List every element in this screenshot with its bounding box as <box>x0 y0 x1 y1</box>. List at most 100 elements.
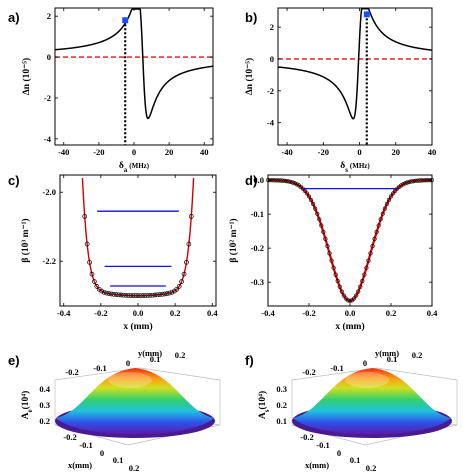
data-point-d <box>325 243 330 249</box>
x-axis-unit-b: (MHz) <box>350 162 370 170</box>
data-point-d <box>313 206 318 211</box>
surface-panel-e: y(mm)-0.2 -0.1 0 0.1 0.20.20.30.4Ae(10⁴)-0.2… <box>20 348 221 473</box>
data-point-d <box>384 201 390 207</box>
y-tick-label-f: 0 <box>363 358 367 368</box>
z-tick-label-f: 0.3 <box>276 384 287 394</box>
x-tick-label-c: 0.4 <box>207 308 218 318</box>
data-point-d <box>304 191 310 196</box>
data-point-d <box>282 178 287 183</box>
z-axis-sub-e: e <box>26 409 34 412</box>
x-tick-label-f: 0 <box>337 448 341 458</box>
plot-frame-d <box>267 174 433 307</box>
panel-label-e: e) <box>8 353 20 368</box>
x-axis-unit-a: (MHz) <box>129 162 149 170</box>
x-tick-label-e: -0.2 <box>63 432 76 442</box>
data-point-d <box>284 178 289 184</box>
data-point-c <box>186 241 192 247</box>
dispersion-curve-a <box>54 8 214 120</box>
data-point-c <box>164 291 170 296</box>
data-point-d <box>294 182 299 187</box>
x-axis-label-f: x(mm) <box>305 460 329 470</box>
x-tick-label-e: 0 <box>100 448 104 458</box>
data-point-d <box>360 278 365 284</box>
data-point-c <box>109 291 114 297</box>
data-point-c <box>87 259 92 265</box>
data-point-c <box>138 293 143 298</box>
y-tick-label-f: 0.2 <box>412 350 423 360</box>
data-point-d <box>364 265 369 270</box>
data-point-d <box>323 236 328 241</box>
x-tick-label-d: -0.4 <box>261 308 275 318</box>
data-point-c <box>99 288 105 294</box>
z-tick-label-e: 0.2 <box>39 416 50 426</box>
data-point-d <box>409 179 414 184</box>
data-point-d <box>288 179 293 185</box>
data-point-d <box>352 296 357 301</box>
data-point-d <box>366 258 371 263</box>
data-point-c <box>106 291 112 296</box>
plot-frame-b <box>277 7 433 146</box>
data-point-d <box>374 229 379 235</box>
gaussian-surface-f <box>293 368 451 435</box>
data-point-d <box>345 298 351 303</box>
y-tick-label-f: -0.1 <box>330 363 343 373</box>
x-tick-label-e: 0.2 <box>129 463 140 473</box>
data-point-d <box>339 289 344 294</box>
z-tick-label-e: 0.4 <box>39 384 50 394</box>
data-point-c <box>94 284 100 289</box>
data-point-c <box>84 241 90 247</box>
x-tick-label-b: -40 <box>281 147 292 157</box>
y-tick-label-e: -0.1 <box>93 363 106 373</box>
y-tick-label-b: 2 <box>270 22 274 32</box>
y-tick-label-b: -4 <box>267 118 275 128</box>
y-axis-label-b: Δn (10⁻⁵) <box>244 58 255 95</box>
x-tick-label-f: 0.2 <box>366 463 377 473</box>
z-tick-label-f: 0.2 <box>276 400 287 410</box>
y-tick-label-e: -0.2 <box>65 367 78 377</box>
data-point-d <box>290 180 295 185</box>
y-tick-label-d: 0.0 <box>253 175 264 185</box>
data-point-d <box>354 293 359 298</box>
y-tick-label-f: 0.1 <box>387 354 398 364</box>
data-point-d <box>331 265 336 270</box>
x-tick-label-c: 0.2 <box>170 308 181 318</box>
x-tick-label-a: 0 <box>132 147 136 157</box>
x-tick-label-b: -20 <box>318 147 329 157</box>
z-tick-label-e: 0.3 <box>39 400 50 410</box>
data-point-d <box>317 217 322 222</box>
x-axis-label-sub-b: s <box>345 166 348 174</box>
z-axis-sub-f: s <box>263 409 271 412</box>
x-tick-label-a: -40 <box>58 147 69 157</box>
x-axis-label-b: δs (MHz) <box>340 161 370 174</box>
data-point-c <box>104 290 109 296</box>
surface-panel-f: y(mm)-0.2 -0.1 0 0.1 0.20.10.20.3As(10⁴)-0.2… <box>257 348 458 473</box>
z-tick-label-f: 0.1 <box>276 416 287 426</box>
data-point-d <box>341 293 346 298</box>
box-edge-f <box>376 367 458 381</box>
panel-label-f: f) <box>245 353 254 368</box>
data-point-d <box>333 272 338 277</box>
data-point-d <box>356 289 361 294</box>
x-tick-label-d: 0.0 <box>345 308 356 318</box>
x-tick-label-e: 0.1 <box>113 455 124 465</box>
data-point-c <box>145 293 151 298</box>
data-point-c <box>181 271 187 277</box>
potential-curve-c <box>81 177 195 297</box>
data-point-d <box>417 178 422 183</box>
panel-label-c: c) <box>8 173 20 188</box>
y-tick-label-a: 2 <box>47 11 51 21</box>
data-point-d <box>335 278 340 284</box>
y-tick-label-e: 0.1 <box>150 354 161 364</box>
y-tick-label-d: -0.1 <box>251 209 264 219</box>
x-tick-label-a: -20 <box>93 147 104 157</box>
z-axis-unit-f: (10⁴) <box>257 391 268 410</box>
data-point-d <box>399 183 404 188</box>
data-point-d <box>419 178 424 183</box>
data-point-d <box>386 197 392 203</box>
y-tick-label-d: -0.3 <box>251 277 264 287</box>
data-point-d <box>347 298 353 303</box>
data-point-c <box>123 292 129 298</box>
data-point-d <box>337 284 342 289</box>
box-edge-e <box>139 367 221 381</box>
data-point-d <box>382 206 387 211</box>
